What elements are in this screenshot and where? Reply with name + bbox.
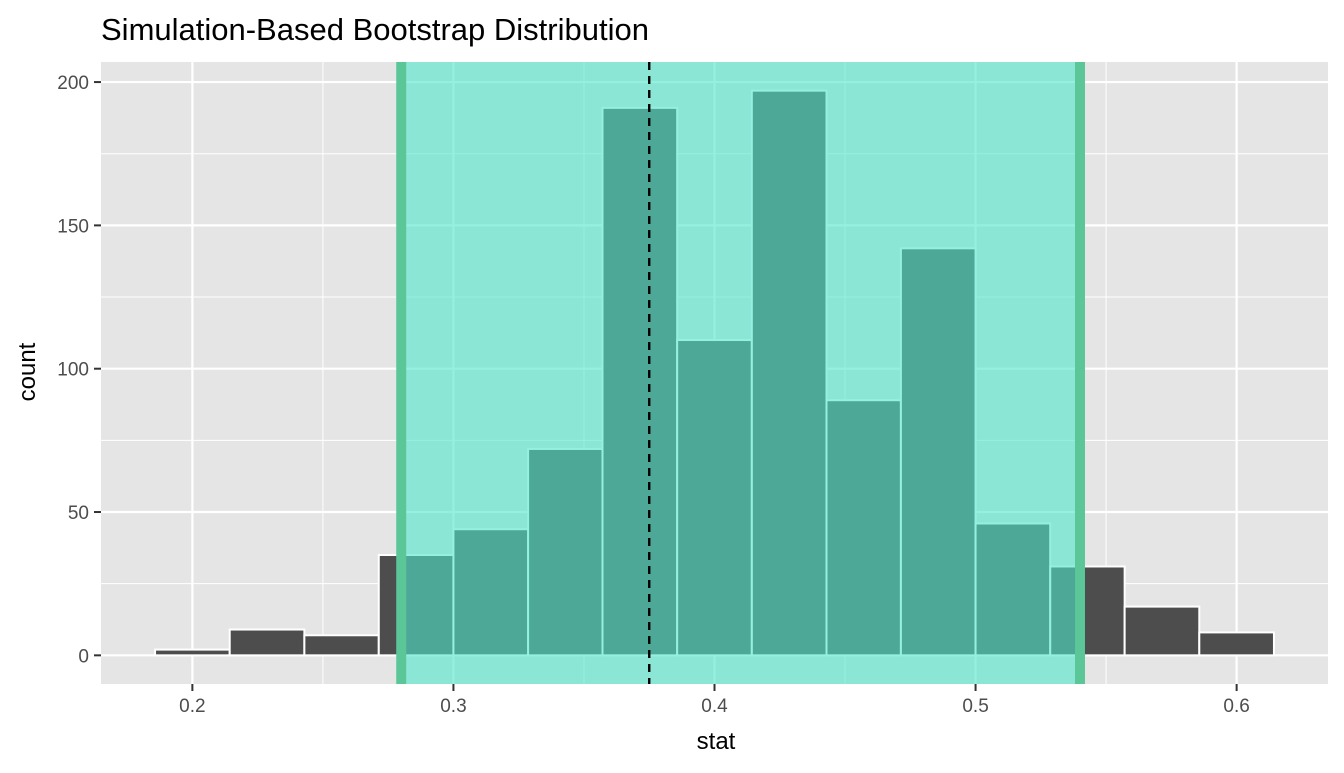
- y-tick-label: 200: [57, 73, 89, 94]
- y-tick-label: 100: [57, 360, 89, 381]
- histogram-bar: [228, 628, 306, 657]
- x-tick-label: 0.2: [179, 696, 205, 717]
- y-axis-ticks: 0 50 100 150 200: [57, 73, 101, 667]
- histogram-bar: [154, 648, 231, 657]
- x-tick-label: 0.3: [440, 696, 466, 717]
- histogram-bar: [1198, 631, 1275, 657]
- histogram-bar: [1123, 605, 1201, 657]
- y-tick-label: 150: [57, 216, 89, 237]
- x-tick-label: 0.6: [1223, 696, 1249, 717]
- x-tick-label: 0.5: [962, 696, 988, 717]
- y-axis-title: count: [14, 342, 41, 401]
- y-tick-label: 50: [68, 503, 89, 524]
- histogram-bar: [303, 634, 380, 657]
- x-axis-ticks: 0.2 0.3 0.4 0.5 0.6: [179, 684, 1250, 717]
- x-axis-title: stat: [697, 728, 736, 755]
- y-tick-label: 0: [78, 646, 89, 667]
- chart-title: Simulation-Based Bootstrap Distribution: [101, 12, 649, 47]
- x-tick-label: 0.4: [701, 696, 728, 717]
- confidence-interval-shade: [401, 62, 1080, 684]
